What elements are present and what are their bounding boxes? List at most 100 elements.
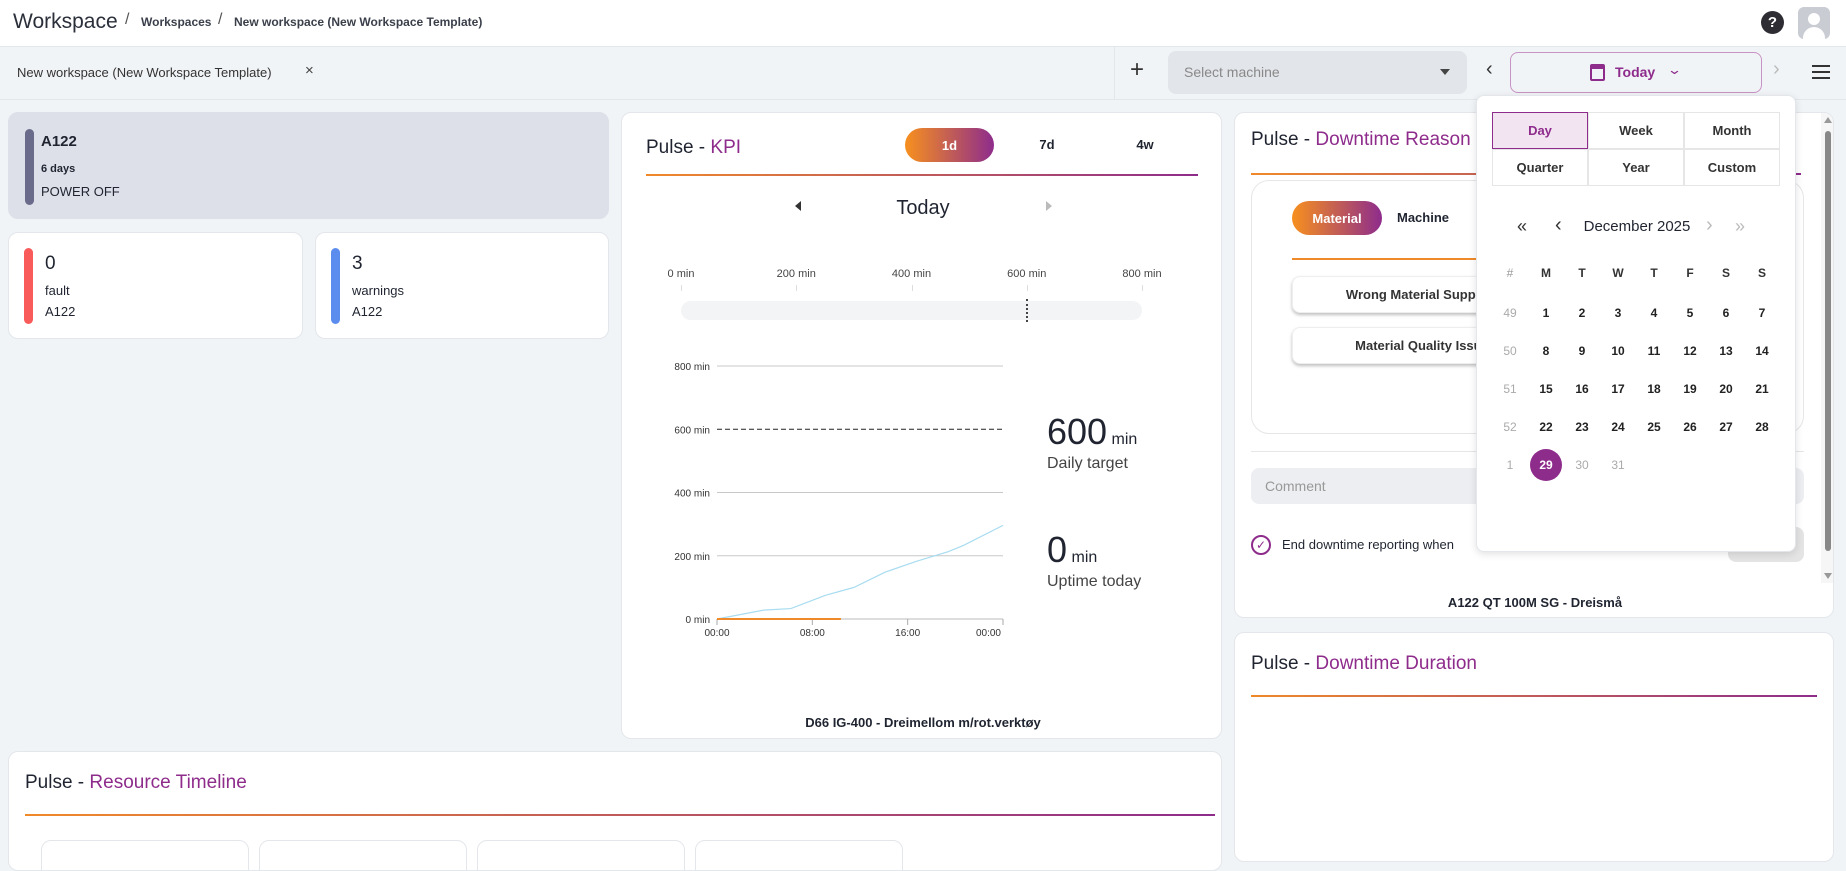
calendar-day[interactable]: 28 — [1755, 420, 1769, 434]
scrollbar[interactable] — [1821, 113, 1833, 583]
machine-name: A122 — [41, 133, 77, 150]
progress-tick — [911, 285, 913, 291]
calendar-icon — [1590, 64, 1605, 81]
calendar-day[interactable]: 18 — [1647, 382, 1661, 396]
calendar-day[interactable]: 14 — [1755, 344, 1769, 358]
calendar-day[interactable]: 12 — [1683, 344, 1697, 358]
calendar-day[interactable]: 9 — [1578, 344, 1586, 358]
prev-month-icon[interactable]: ‹ — [1555, 214, 1562, 236]
y-tick-label: 200 min — [674, 552, 710, 563]
calendar-day[interactable]: 20 — [1719, 382, 1733, 396]
title-divider — [25, 814, 1215, 816]
calendar-day[interactable]: 2 — [1578, 306, 1586, 320]
app-title: Workspace — [13, 10, 118, 33]
calendar-day[interactable]: 11 — [1647, 344, 1661, 358]
calendar-day[interactable]: 10 — [1611, 344, 1625, 358]
check-circle-icon[interactable]: ✓ — [1251, 535, 1271, 555]
range-tab-4w[interactable]: 4w — [1136, 137, 1154, 152]
top-header: Workspace / Workspaces / New workspace (… — [0, 0, 1846, 47]
uptime-today-label: Uptime today — [1047, 573, 1142, 590]
calendar-day[interactable]: 3 — [1614, 306, 1622, 320]
help-icon[interactable]: ? — [1761, 11, 1784, 34]
next-day-arrow-icon[interactable] — [1046, 201, 1052, 211]
calendar-day[interactable]: 30 — [1575, 458, 1589, 472]
calendar-day[interactable]: 15 — [1539, 382, 1553, 396]
calendar-day[interactable]: 8 — [1542, 344, 1550, 358]
period-month[interactable]: Month — [1684, 112, 1780, 149]
range-tab-7d[interactable]: 7d — [1039, 137, 1055, 152]
calendar-day[interactable]: 5 — [1686, 306, 1694, 320]
period-week[interactable]: Week — [1588, 112, 1684, 149]
weekday-header: W — [1612, 266, 1624, 280]
timeline-item[interactable] — [41, 840, 249, 870]
weekday-header: S — [1757, 266, 1766, 280]
next-year-icon[interactable]: » — [1735, 216, 1746, 236]
date-range-button[interactable]: Today ⌄ — [1510, 52, 1762, 93]
range-tab-1d[interactable]: 1d — [905, 128, 994, 162]
add-icon[interactable]: + — [1130, 56, 1145, 83]
timeline-item[interactable] — [695, 840, 903, 870]
workspace-tab[interactable]: New workspace (New Workspace Template) — [17, 65, 272, 80]
progress-tick — [796, 285, 798, 291]
breadcrumb-workspaces[interactable]: Workspaces — [141, 15, 212, 29]
calendar-day[interactable]: 6 — [1722, 306, 1730, 320]
period-quarter[interactable]: Quarter — [1492, 149, 1588, 186]
period-day[interactable]: Day — [1492, 112, 1588, 149]
next-month-icon[interactable]: › — [1706, 214, 1713, 236]
breadcrumb-separator: / — [125, 11, 130, 28]
progress-tick-label: 800 min — [1122, 268, 1162, 280]
period-custom[interactable]: Custom — [1684, 149, 1780, 186]
timeline-item[interactable] — [477, 840, 685, 870]
close-tab-icon[interactable]: × — [305, 62, 314, 79]
calendar-day[interactable]: 29 — [1530, 449, 1562, 481]
prev-period-chevron-icon[interactable]: ‹ — [1486, 58, 1493, 80]
week-number: 1 — [1506, 458, 1514, 472]
workspace-tabbar: New workspace (New Workspace Template) ×… — [0, 47, 1846, 100]
avatar[interactable] — [1798, 7, 1830, 39]
prev-day-arrow-icon[interactable] — [795, 201, 801, 211]
target-marker — [1026, 299, 1028, 322]
fault-label: fault — [45, 283, 70, 298]
weekday-header: T — [1650, 266, 1658, 280]
select-machine-dropdown[interactable]: Select machine — [1168, 51, 1467, 94]
calendar-day[interactable]: 25 — [1647, 420, 1661, 434]
calendar-day[interactable]: 26 — [1683, 420, 1697, 434]
calendar-day[interactable]: 21 — [1755, 382, 1769, 396]
x-tick-label: 08:00 — [800, 628, 825, 639]
prev-year-icon[interactable]: « — [1517, 216, 1528, 236]
series-line — [716, 524, 1004, 620]
calendar-day[interactable]: 31 — [1611, 458, 1625, 472]
progress-tick-label: 200 min — [776, 268, 816, 280]
calendar-day[interactable]: 24 — [1611, 420, 1625, 434]
downtime-duration-panel: Pulse - Downtime Duration — [1234, 632, 1834, 862]
calendar-day[interactable]: 1 — [1542, 306, 1550, 320]
calendar-day[interactable]: 13 — [1719, 344, 1733, 358]
menu-icon[interactable] — [1812, 65, 1830, 79]
next-period-chevron-icon[interactable]: › — [1773, 58, 1780, 80]
calendar-day[interactable]: 16 — [1575, 382, 1589, 396]
timeline-item[interactable] — [259, 840, 467, 870]
calendar-day[interactable]: 4 — [1650, 306, 1658, 320]
calendar-day[interactable]: 27 — [1719, 420, 1733, 434]
calendar-day[interactable]: 7 — [1758, 306, 1766, 320]
panel-title: Pulse - Resource Timeline — [25, 772, 247, 793]
calendar-day[interactable]: 19 — [1683, 382, 1697, 396]
calendar-day[interactable]: 22 — [1539, 420, 1553, 434]
weekday-header: # — [1506, 266, 1514, 280]
daily-target: 600 min — [1047, 411, 1138, 452]
period-year[interactable]: Year — [1588, 149, 1684, 186]
calendar-day[interactable]: 17 — [1611, 382, 1625, 396]
select-machine-placeholder: Select machine — [1184, 64, 1280, 80]
kpi-panel: Pulse - KPI 1d 7d 4w Today 0 min 200 min 4… — [621, 112, 1222, 739]
machine-status-card[interactable]: A122 6 days POWER OFF — [8, 112, 609, 219]
calendar-day[interactable]: 23 — [1575, 420, 1589, 434]
end-downtime-label: End downtime reporting when — [1282, 537, 1454, 552]
fault-card[interactable]: 0 fault A122 — [8, 232, 303, 339]
progress-tick — [1026, 285, 1028, 291]
warnings-card[interactable]: 3 warnings A122 — [315, 232, 609, 339]
y-tick-label: 600 min — [674, 425, 710, 436]
progress-tick-label: 400 min — [891, 268, 932, 280]
tab-material[interactable]: Material — [1292, 201, 1382, 235]
tab-machine[interactable]: Machine — [1396, 210, 1450, 225]
chevron-down-icon: ⌄ — [1666, 62, 1683, 77]
